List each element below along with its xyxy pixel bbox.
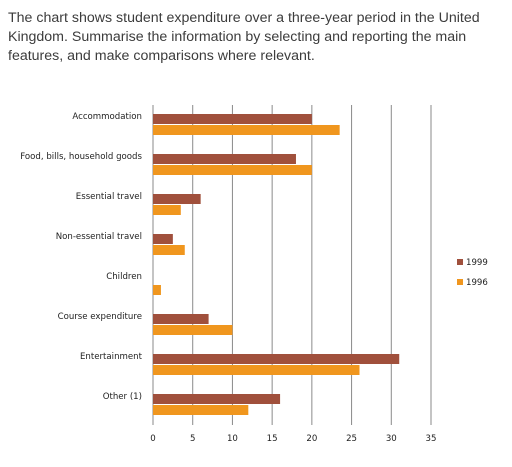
x-tick-label: 10 bbox=[227, 434, 238, 444]
x-tick-label: 30 bbox=[386, 434, 397, 444]
x-tick-label: 35 bbox=[426, 434, 437, 444]
bar-1996-3 bbox=[153, 245, 185, 255]
bar-1999-7 bbox=[153, 394, 281, 404]
bar-1996-2 bbox=[153, 205, 181, 215]
bar-1999-0 bbox=[153, 114, 312, 124]
bars bbox=[153, 114, 400, 415]
gridlines bbox=[152, 105, 432, 425]
bar-1996-1 bbox=[153, 165, 312, 175]
bar-1996-4 bbox=[153, 285, 161, 295]
category-label: Food, bills, household goods bbox=[20, 152, 142, 162]
bar-1999-6 bbox=[153, 354, 400, 364]
legend-swatch-1999 bbox=[457, 259, 463, 265]
category-label: Non-essential travel bbox=[56, 232, 142, 242]
bar-1999-1 bbox=[153, 154, 296, 164]
x-tick-label: 25 bbox=[346, 434, 357, 444]
legend-label-1999: 1999 bbox=[466, 258, 488, 268]
bar-1996-7 bbox=[153, 405, 249, 415]
x-tick-label: 20 bbox=[306, 434, 317, 444]
x-tick-label: 5 bbox=[190, 434, 195, 444]
x-tick-labels: 0 5 10 15 20 25 30 35 bbox=[150, 434, 436, 444]
bar-1996-0 bbox=[153, 125, 340, 135]
category-label: Other (1) bbox=[103, 392, 142, 402]
bar-1999-5 bbox=[153, 314, 209, 324]
category-label: Children bbox=[106, 272, 142, 282]
bar-1996-6 bbox=[153, 365, 360, 375]
bar-1996-5 bbox=[153, 325, 233, 335]
category-label: Essential travel bbox=[76, 192, 142, 202]
category-labels: Accommodation Food, bills, household good… bbox=[20, 112, 142, 402]
category-label: Course expenditure bbox=[58, 312, 142, 322]
task-prompt: The chart shows student expenditure over… bbox=[8, 10, 480, 64]
category-label: Accommodation bbox=[72, 112, 142, 122]
bar-1999-2 bbox=[153, 194, 201, 204]
bar-1999-3 bbox=[153, 234, 173, 244]
x-tick-label: 0 bbox=[150, 434, 155, 444]
category-label: Entertainment bbox=[80, 352, 143, 362]
legend-label-1996: 1996 bbox=[466, 278, 488, 288]
legend-swatch-1996 bbox=[457, 279, 463, 285]
legend: 1999 1996 bbox=[457, 258, 488, 288]
x-tick-label: 15 bbox=[267, 434, 278, 444]
